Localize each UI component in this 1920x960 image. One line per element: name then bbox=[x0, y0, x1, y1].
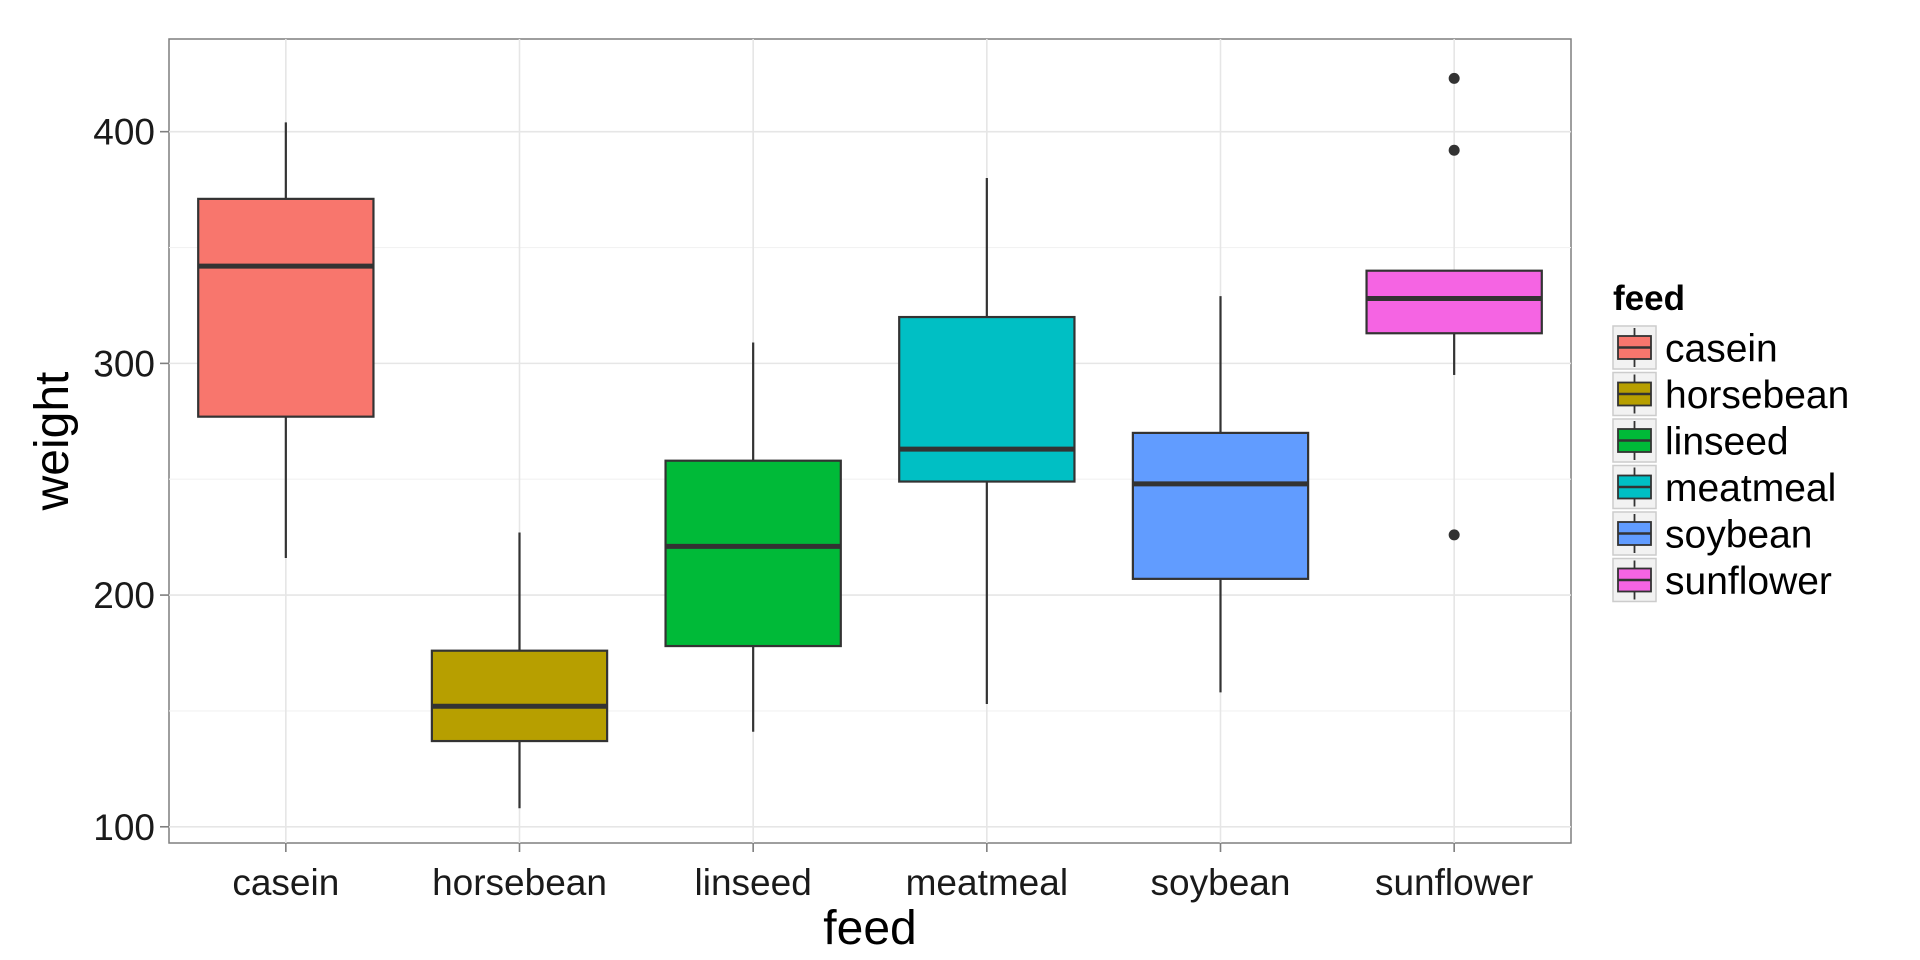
grid-lines bbox=[169, 39, 1571, 843]
x-tick-label: sunflower bbox=[1375, 862, 1533, 903]
y-axis-title: weight bbox=[26, 372, 79, 512]
legend-item-soybean: soybean bbox=[1612, 511, 1812, 557]
legend-item-linseed: linseed bbox=[1612, 418, 1789, 464]
box-body bbox=[1365, 269, 1543, 335]
box-soybean bbox=[1131, 296, 1310, 693]
box-horsebean bbox=[430, 532, 609, 809]
box-sunflower bbox=[1365, 72, 1543, 541]
box-body bbox=[664, 459, 842, 648]
legend-label: meatmeal bbox=[1665, 467, 1836, 510]
y-tick-label: 100 bbox=[93, 807, 155, 848]
legend-item-horsebean: horsebean bbox=[1612, 371, 1849, 417]
outlier-point bbox=[1448, 144, 1460, 156]
box-meatmeal bbox=[898, 178, 1076, 704]
y-tick-label: 200 bbox=[93, 575, 155, 616]
legend-label: linseed bbox=[1665, 421, 1789, 464]
legend: feed caseinhorsebeanlinseedmeatmealsoybe… bbox=[1612, 279, 1849, 603]
legend-title: feed bbox=[1613, 279, 1685, 318]
x-tick-label: casein bbox=[232, 862, 339, 903]
x-tick-label: soybean bbox=[1151, 862, 1291, 903]
legend-label: casein bbox=[1665, 328, 1778, 371]
legend-label: soybean bbox=[1665, 514, 1812, 557]
box-body bbox=[430, 649, 609, 743]
y-axis: 100 200 300 400 bbox=[93, 112, 169, 848]
x-tick-label: linseed bbox=[695, 862, 812, 903]
box-body bbox=[1131, 431, 1310, 580]
x-axis: casein horsebean linseed meatmeal soybean sun… bbox=[232, 843, 1533, 903]
outlier-point bbox=[1448, 72, 1460, 84]
y-tick-label: 400 bbox=[93, 112, 155, 153]
boxes-layer bbox=[197, 72, 1543, 809]
box-linseed bbox=[664, 342, 842, 732]
outlier-point bbox=[1448, 529, 1460, 541]
box-body bbox=[898, 315, 1076, 483]
legend-item-meatmeal: meatmeal bbox=[1612, 464, 1836, 510]
x-axis-title: feed bbox=[823, 902, 916, 955]
legend-item-casein: casein bbox=[1612, 325, 1778, 371]
y-tick-label: 300 bbox=[93, 343, 155, 384]
legend-item-sunflower: sunflower bbox=[1612, 557, 1832, 603]
legend-label: sunflower bbox=[1665, 560, 1832, 603]
legend-label: horsebean bbox=[1665, 374, 1849, 417]
box-casein bbox=[197, 122, 375, 559]
x-tick-label: meatmeal bbox=[906, 862, 1068, 903]
x-tick-label: horsebean bbox=[432, 862, 607, 903]
box-body bbox=[197, 197, 375, 418]
plot-panel bbox=[168, 38, 1572, 844]
